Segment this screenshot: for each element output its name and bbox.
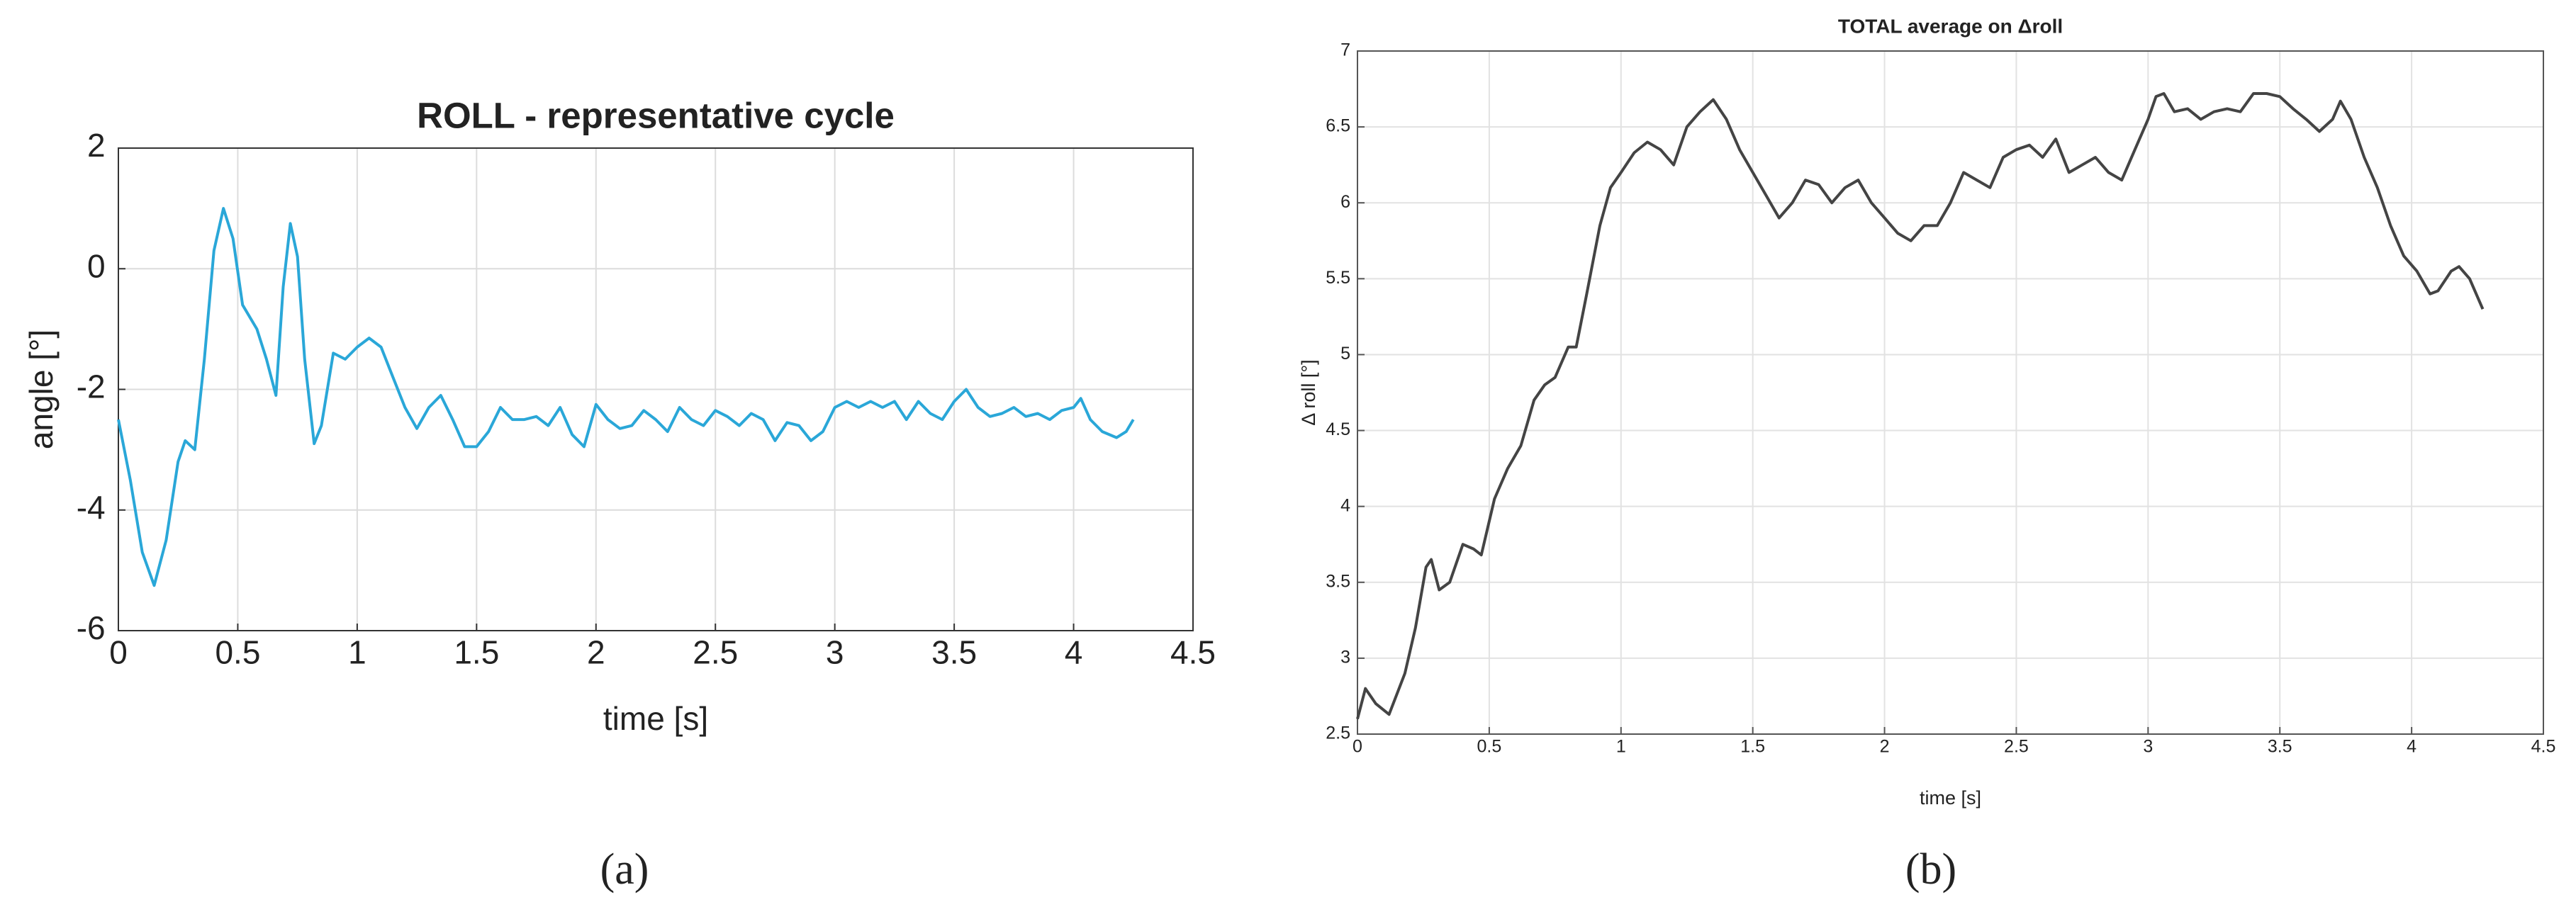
y-tick-label: 2.5 xyxy=(1326,723,1350,743)
x-tick-label: 3.5 xyxy=(2268,736,2292,756)
axes-box xyxy=(118,147,1194,631)
caption: (a) xyxy=(600,845,649,894)
x-tick-label: 4 xyxy=(1065,634,1083,671)
x-tick-label: 0 xyxy=(109,634,128,671)
x-tick-label: 4.5 xyxy=(1170,634,1216,671)
x-tick-label: 3.5 xyxy=(931,634,977,671)
y-tick-label: 6.5 xyxy=(1326,116,1350,136)
axes-box xyxy=(1357,50,2544,735)
x-tick-label: 4.5 xyxy=(2531,736,2556,756)
y-tick-label: 2 xyxy=(87,127,106,164)
x-tick-label: 2 xyxy=(587,634,605,671)
x-tick-label: 4 xyxy=(2407,736,2417,756)
y-tick-label: 3.5 xyxy=(1326,571,1350,591)
y-tick-label: 4 xyxy=(1340,495,1350,515)
y-tick-label: 7 xyxy=(1340,40,1350,60)
y-axis-label: Δ roll [°] xyxy=(1298,359,1319,425)
x-tick-label: 1.5 xyxy=(454,634,499,671)
x-tick-label: 0.5 xyxy=(1477,736,1502,756)
y-axis-label: angle [°] xyxy=(23,329,60,449)
chart-title: ROLL - representative cycle xyxy=(417,95,895,135)
data-line xyxy=(117,207,1135,587)
caption: (b) xyxy=(1905,845,1956,894)
x-tick-label: 2.5 xyxy=(2004,736,2029,756)
x-axis-label: time [s] xyxy=(1920,787,1981,808)
y-tick-label: 6 xyxy=(1340,192,1350,212)
x-tick-label: 3 xyxy=(2143,736,2153,756)
y-tick-label: -2 xyxy=(77,368,106,405)
x-tick-label: 1 xyxy=(1616,736,1626,756)
y-tick-label: -6 xyxy=(77,609,106,646)
data-line xyxy=(1356,92,2485,720)
y-tick-label: 3 xyxy=(1340,647,1350,667)
y-tick-label: 4.5 xyxy=(1326,419,1350,439)
x-axis-label: time [s] xyxy=(603,700,708,737)
y-tick-label: 5.5 xyxy=(1326,268,1350,288)
y-tick-label: 5 xyxy=(1340,344,1350,364)
x-tick-label: 0.5 xyxy=(215,634,260,671)
x-tick-label: 2 xyxy=(1880,736,1890,756)
x-tick-label: 1.5 xyxy=(1740,736,1765,756)
x-tick-label: 0 xyxy=(1353,736,1362,756)
y-tick-label: 0 xyxy=(87,247,106,284)
chart-title: TOTAL average on Δroll xyxy=(1838,15,2063,37)
y-tick-label: -4 xyxy=(77,489,106,526)
x-tick-label: 1 xyxy=(348,634,366,671)
x-tick-label: 3 xyxy=(826,634,844,671)
x-tick-label: 2.5 xyxy=(693,634,738,671)
